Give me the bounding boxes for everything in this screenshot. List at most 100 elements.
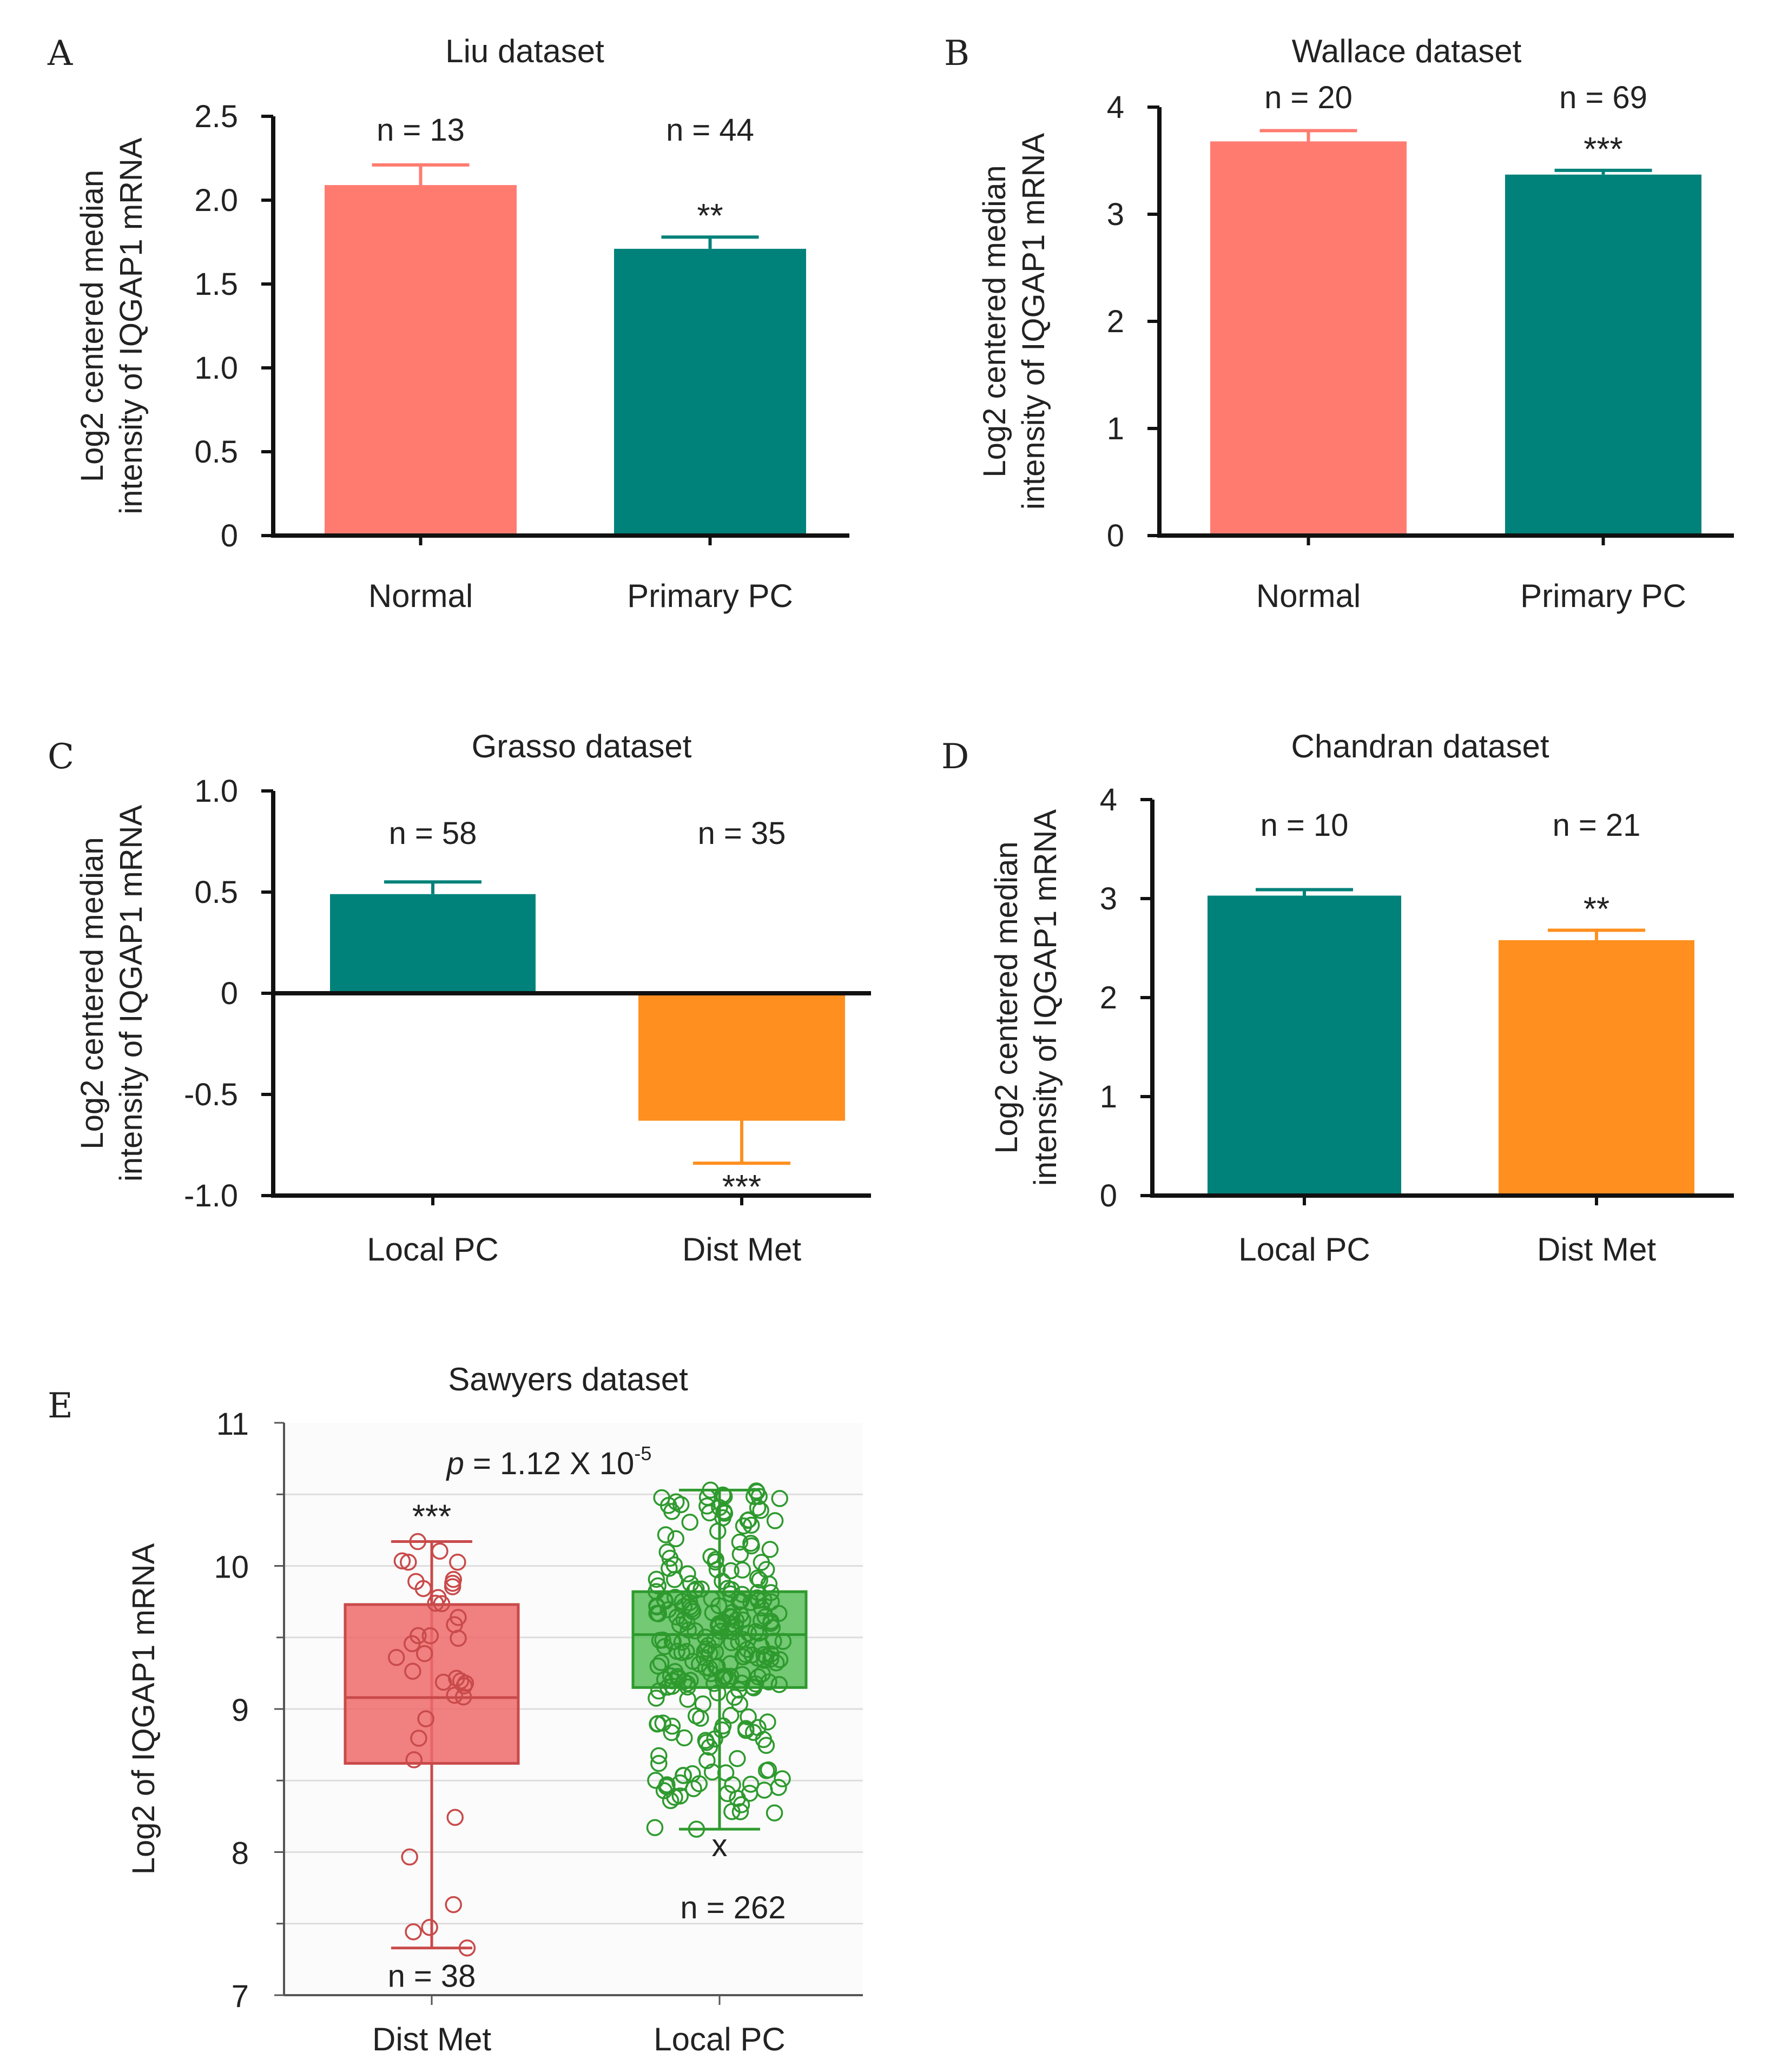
data-point	[747, 1675, 764, 1693]
data-point	[446, 1686, 463, 1704]
data-point	[458, 1939, 476, 1957]
data-point	[715, 1667, 732, 1685]
data-point	[752, 1502, 769, 1519]
data-point	[688, 1820, 705, 1838]
y-tick-label: 2.0	[194, 183, 238, 218]
data-point	[648, 1571, 665, 1588]
x-tick-label: Dist Met	[682, 1231, 801, 1268]
data-point	[742, 1516, 760, 1534]
y-tick-label: 3	[1100, 881, 1117, 916]
data-point	[753, 1612, 770, 1629]
data-point	[722, 1562, 740, 1580]
data-point	[648, 1690, 665, 1707]
data-point	[657, 1526, 675, 1543]
data-point	[715, 1488, 733, 1505]
panel-letter-d: D	[941, 737, 969, 777]
y-tick-label: 0.5	[194, 434, 238, 470]
data-point	[698, 1488, 716, 1506]
data-point	[756, 1781, 773, 1799]
outlier-marker: x	[712, 1828, 728, 1863]
p-value-annotation: p = 1.12 X 10-5	[446, 1442, 652, 1481]
data-point	[393, 1552, 411, 1570]
data-point	[774, 1770, 791, 1787]
y-tick-label: 2	[1107, 304, 1124, 339]
data-point	[718, 1785, 736, 1803]
n-label: n = 10	[1261, 808, 1349, 843]
chart-title: Grasso dataset	[472, 728, 692, 764]
bar-primary-pc	[1505, 174, 1701, 536]
panel-d-chandran-chart: D Chandran dataset Log2 centered median int…	[941, 728, 1734, 1268]
data-point	[735, 1517, 753, 1535]
data-point	[663, 1672, 681, 1690]
n-label: n = 69	[1559, 80, 1647, 115]
y-axis-label-line-2: intensity of IQGAP1 mRNA	[114, 137, 149, 514]
y-axis-label-line-1: Log2 centered median	[75, 837, 110, 1149]
data-point	[682, 1672, 699, 1689]
data-point	[716, 1504, 734, 1522]
data-point	[753, 1599, 770, 1617]
bar-dist-met	[1499, 940, 1694, 1196]
data-point	[445, 1571, 462, 1588]
data-point	[434, 1673, 452, 1691]
data-point	[701, 1738, 718, 1756]
data-point	[766, 1512, 784, 1529]
data-point	[732, 1606, 749, 1624]
x-tick-label: Local PC	[654, 2021, 785, 2057]
panel-c-grasso-chart: C Grasso dataset Log2 centered median inten…	[48, 728, 871, 1268]
data-point	[750, 1488, 768, 1505]
data-point	[651, 1632, 669, 1649]
y-tick-label: 1.0	[194, 351, 238, 386]
significance-stars: ***	[412, 1499, 451, 1536]
data-point	[652, 1654, 670, 1671]
data-point	[729, 1790, 746, 1807]
data-point	[433, 1595, 451, 1613]
panel-letter-b: B	[944, 34, 969, 74]
data-point	[698, 1734, 715, 1751]
data-point	[723, 1581, 740, 1599]
data-point	[649, 1657, 667, 1675]
data-point	[723, 1615, 740, 1633]
y-axis-label-line-1: Log2 centered median	[977, 165, 1012, 477]
data-point	[673, 1633, 691, 1651]
data-point	[770, 1605, 788, 1622]
bar-normal	[325, 185, 517, 536]
data-point	[664, 1633, 682, 1651]
data-point	[714, 1717, 732, 1735]
data-point	[714, 1572, 731, 1590]
data-point	[698, 1497, 716, 1515]
data-point	[673, 1644, 691, 1661]
data-point	[656, 1671, 674, 1688]
x-tick-label: Dist Met	[372, 2021, 491, 2057]
data-point	[711, 1499, 728, 1516]
data-point	[668, 1608, 686, 1626]
y-tick-label: 0	[221, 518, 238, 553]
significance-stars: ***	[1584, 131, 1622, 168]
data-point	[734, 1648, 751, 1666]
data-point	[771, 1651, 789, 1668]
data-point	[661, 1560, 678, 1577]
data-point	[444, 1578, 461, 1595]
data-point	[694, 1695, 711, 1713]
x-tick-label: Local PC	[367, 1231, 498, 1268]
data-point	[760, 1575, 778, 1593]
y-tick-label: 0	[1100, 1178, 1117, 1213]
y-axis-label-line-1: Log2 centered median	[989, 841, 1024, 1153]
data-point	[733, 1674, 750, 1692]
data-point	[709, 1522, 727, 1540]
data-point	[650, 1747, 668, 1765]
data-point	[663, 1717, 681, 1735]
data-point	[678, 1613, 696, 1631]
panel-e-sawyers-chart: E Sawyers dataset Log2 of IQGAP1 mRNA 7 8 9 10…	[48, 1361, 863, 2057]
data-point	[676, 1729, 693, 1747]
data-point	[445, 1896, 462, 1913]
data-point	[415, 1645, 433, 1662]
chart-title: Chandran dataset	[1291, 728, 1549, 764]
data-point	[760, 1673, 777, 1691]
data-point	[679, 1565, 696, 1582]
data-point	[431, 1542, 448, 1560]
data-point	[456, 1677, 473, 1694]
data-point	[692, 1580, 710, 1598]
data-point	[679, 1691, 696, 1708]
y-tick-label: 9	[232, 1693, 249, 1728]
